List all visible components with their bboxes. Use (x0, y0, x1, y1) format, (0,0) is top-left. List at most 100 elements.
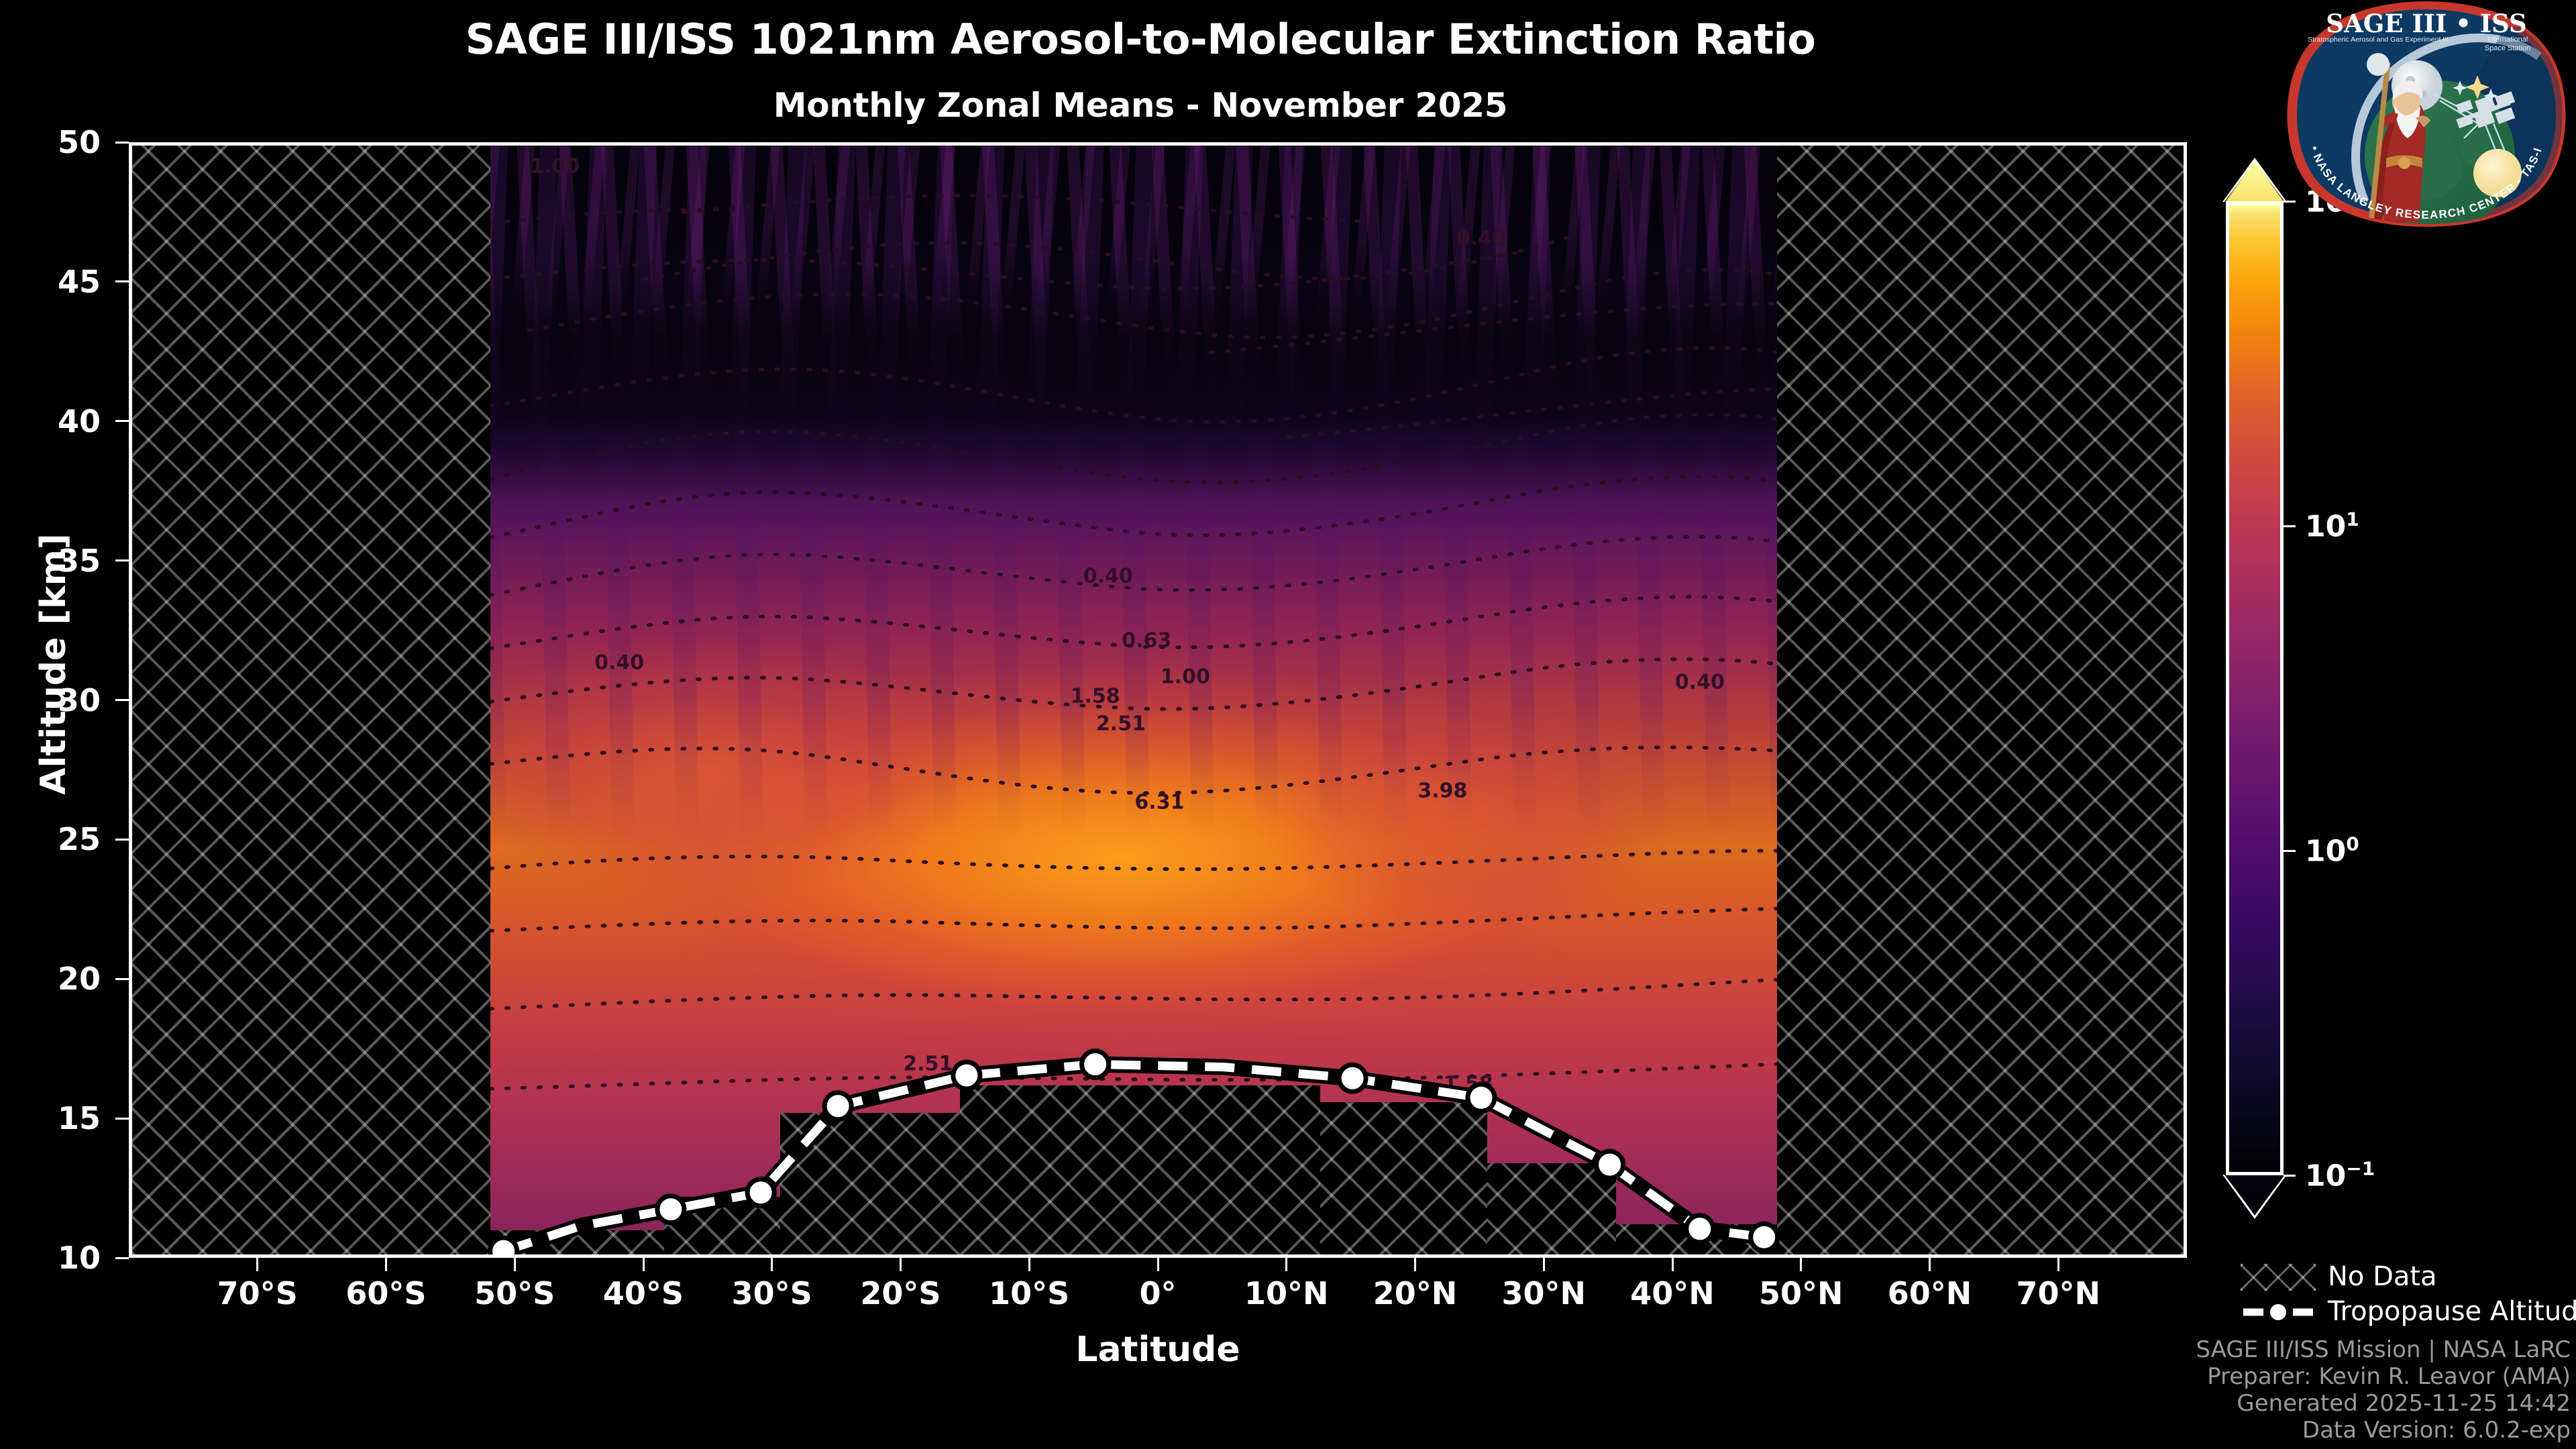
legend-item-no-data: No Data (2241, 1260, 2576, 1295)
x-tick (1929, 1258, 1931, 1271)
logo-sun (2473, 149, 2522, 197)
contour-label: 1.00 (530, 154, 580, 178)
x-axis-title: Latitude (1075, 1330, 1240, 1370)
logo-subtitle-left: Stratospheric Aerosol and Gas Experiment… (2308, 36, 2449, 44)
y-tick-label: 50 (57, 124, 101, 160)
x-tick (1542, 1258, 1545, 1271)
x-tick (513, 1258, 516, 1271)
colorbar-tick-label: 100 (2305, 833, 2359, 869)
x-tick-label: 70°N (2016, 1275, 2101, 1311)
colorbar-gradient (2226, 201, 2284, 1175)
x-tick (385, 1258, 387, 1271)
x-tick (1414, 1258, 1416, 1271)
contour-label: 1.00 (1160, 665, 1210, 689)
no-data-mask-s5 (1320, 1102, 1488, 1254)
tropopause-marker (745, 1177, 777, 1209)
contour-label: 6.31 (1134, 790, 1185, 814)
x-tick-label: 10°S (989, 1275, 1070, 1311)
legend-label-tropopause: Tropopause Altitude (2328, 1296, 2576, 1327)
y-tick (115, 977, 129, 980)
colorbar[interactable]: 10210110010−1 (2222, 158, 2375, 1219)
x-tick-label: 30°S (731, 1275, 812, 1311)
x-tick-label: 50°S (474, 1275, 555, 1311)
contour-label: 2.51 (903, 1052, 953, 1076)
tropopause-marker (951, 1059, 983, 1091)
x-tick-label: 40°N (1630, 1275, 1715, 1311)
x-tick (642, 1258, 645, 1271)
colorbar-extend-top-arrow (2226, 161, 2284, 201)
y-tick (115, 1117, 129, 1120)
contour-label: 2.51 (1095, 712, 1146, 736)
credit-line-preparer: Preparer: Kevin R. Leavor (AMA) (2207, 1363, 2571, 1390)
logo-stars (2453, 75, 2498, 103)
colorbar-tick (2284, 1174, 2296, 1177)
y-tick (115, 280, 129, 283)
colorbar-extend-bottom-arrow (2226, 1175, 2284, 1216)
logo-subtitle-right-2: Space Station (2485, 44, 2531, 52)
logo-sage-figure (2367, 53, 2430, 223)
plot-legend: No Data Tropopause Altitude (2241, 1260, 2576, 1330)
credit-line-mission: SAGE III/ISS Mission | NASA LaRC (2196, 1336, 2571, 1363)
colorbar-tick (2284, 525, 2296, 527)
tropopause-altitude-line (488, 1049, 1780, 1254)
logo-iss (2456, 91, 2516, 129)
y-tick-label: 25 (57, 821, 101, 858)
y-tick-label: 30 (57, 682, 101, 718)
credits-block: SAGE III/ISS Mission | NASA LaRC Prepare… (1967, 1336, 2571, 1444)
colorbar-tick-label: 101 (2305, 508, 2359, 544)
page-subtitle: Monthly Zonal Means - November 2025 (773, 86, 1508, 125)
x-tick-label: 10°N (1244, 1275, 1329, 1311)
tropopause-marker (1465, 1081, 1497, 1114)
contour-label: 0.40 (1456, 227, 1506, 251)
y-tick (115, 141, 129, 144)
logo-wordmark: SAGE III • ISS (2326, 9, 2526, 38)
no-data-mask-s4 (960, 1085, 1321, 1254)
logo-subtitle-right-1: International (2487, 36, 2528, 44)
tropopause-marker (1684, 1213, 1716, 1245)
x-tick (256, 1258, 259, 1271)
x-tick-label: 70°S (217, 1275, 298, 1311)
x-tick (1285, 1258, 1288, 1271)
contour-label: 0.40 (594, 651, 645, 675)
credit-line-version: Data Version: 6.0.2-exp (2302, 1417, 2571, 1444)
x-tick (900, 1258, 902, 1271)
x-tick-label: 40°S (602, 1275, 684, 1311)
y-tick-label: 40 (57, 402, 101, 439)
tropopause-marker (822, 1090, 854, 1122)
y-tick (115, 838, 129, 841)
x-tick (2057, 1258, 2059, 1271)
no-data-mask-s6 (1487, 1163, 1617, 1254)
credit-line-generated: Generated 2025-11-25 14:42 (2237, 1390, 2571, 1417)
colorbar-tick (2284, 200, 2296, 203)
sage-iii-iss-logo: SAGE III • ISS Stratospheric Aerosol and… (2279, 0, 2569, 228)
tropopause-marker (1336, 1062, 1368, 1094)
contour-label: 0.40 (1083, 564, 1133, 588)
x-tick (1800, 1258, 1803, 1271)
contour-plot-panel: 1.00 0.40 0.40 0.40 0.63 1.00 1.58 2.51 6.31 3.98… (129, 142, 2187, 1258)
x-tick-label: 50°N (1758, 1275, 1843, 1311)
y-tick-label: 20 (57, 961, 101, 998)
tropopause-marker (1748, 1221, 1780, 1253)
contour-label: 1.58 (1070, 684, 1120, 708)
hatch-swatch-icon (2241, 1264, 2316, 1291)
legend-item-tropopause: Tropopause Altitude (2241, 1295, 2576, 1330)
dashed-line-marker-icon (2241, 1299, 2316, 1326)
no-data-mask-s3 (780, 1113, 961, 1254)
x-tick (771, 1258, 773, 1271)
contour-label: 0.63 (1122, 629, 1172, 653)
y-axis-title: Altitude [km] (34, 533, 74, 795)
x-tick-label: 60°S (345, 1275, 427, 1311)
y-tick (115, 420, 129, 423)
x-tick (1028, 1258, 1030, 1271)
x-tick-label: 20°S (860, 1275, 941, 1311)
contour-lines (490, 193, 1777, 1091)
page-title: SAGE III/ISS 1021nm Aerosol-to-Molecular… (465, 15, 1816, 64)
x-tick-label: 30°N (1501, 1275, 1587, 1311)
legend-label-no-data: No Data (2328, 1261, 2437, 1292)
y-tick-label: 10 (57, 1240, 101, 1276)
tropopause-marker (488, 1235, 520, 1254)
x-tick-label: 20°N (1373, 1275, 1458, 1311)
x-tick-label: 0° (1139, 1275, 1177, 1311)
tropopause-marker (1594, 1148, 1626, 1181)
y-tick-label: 35 (57, 542, 101, 579)
